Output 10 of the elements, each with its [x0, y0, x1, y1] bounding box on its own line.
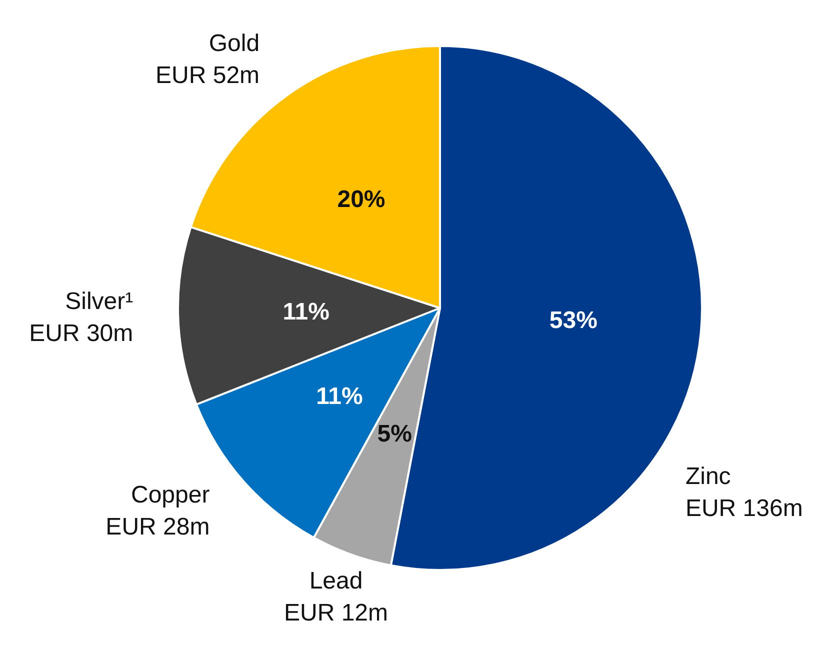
slice-label: Silver¹ EUR 30m [29, 288, 134, 348]
data-label: 11% [316, 383, 363, 410]
data-label: 20% [337, 186, 386, 214]
data-label: 53% [549, 307, 598, 334]
data-label: 5% [377, 420, 412, 448]
slice-label: Zinc EUR 136m [685, 462, 803, 522]
slice-label: Copper EUR 28m [106, 482, 210, 541]
slice-label: Gold EUR 52m [156, 30, 260, 90]
data-label: 11% [282, 298, 330, 326]
slice-label: Lead EUR 12m [284, 567, 388, 626]
